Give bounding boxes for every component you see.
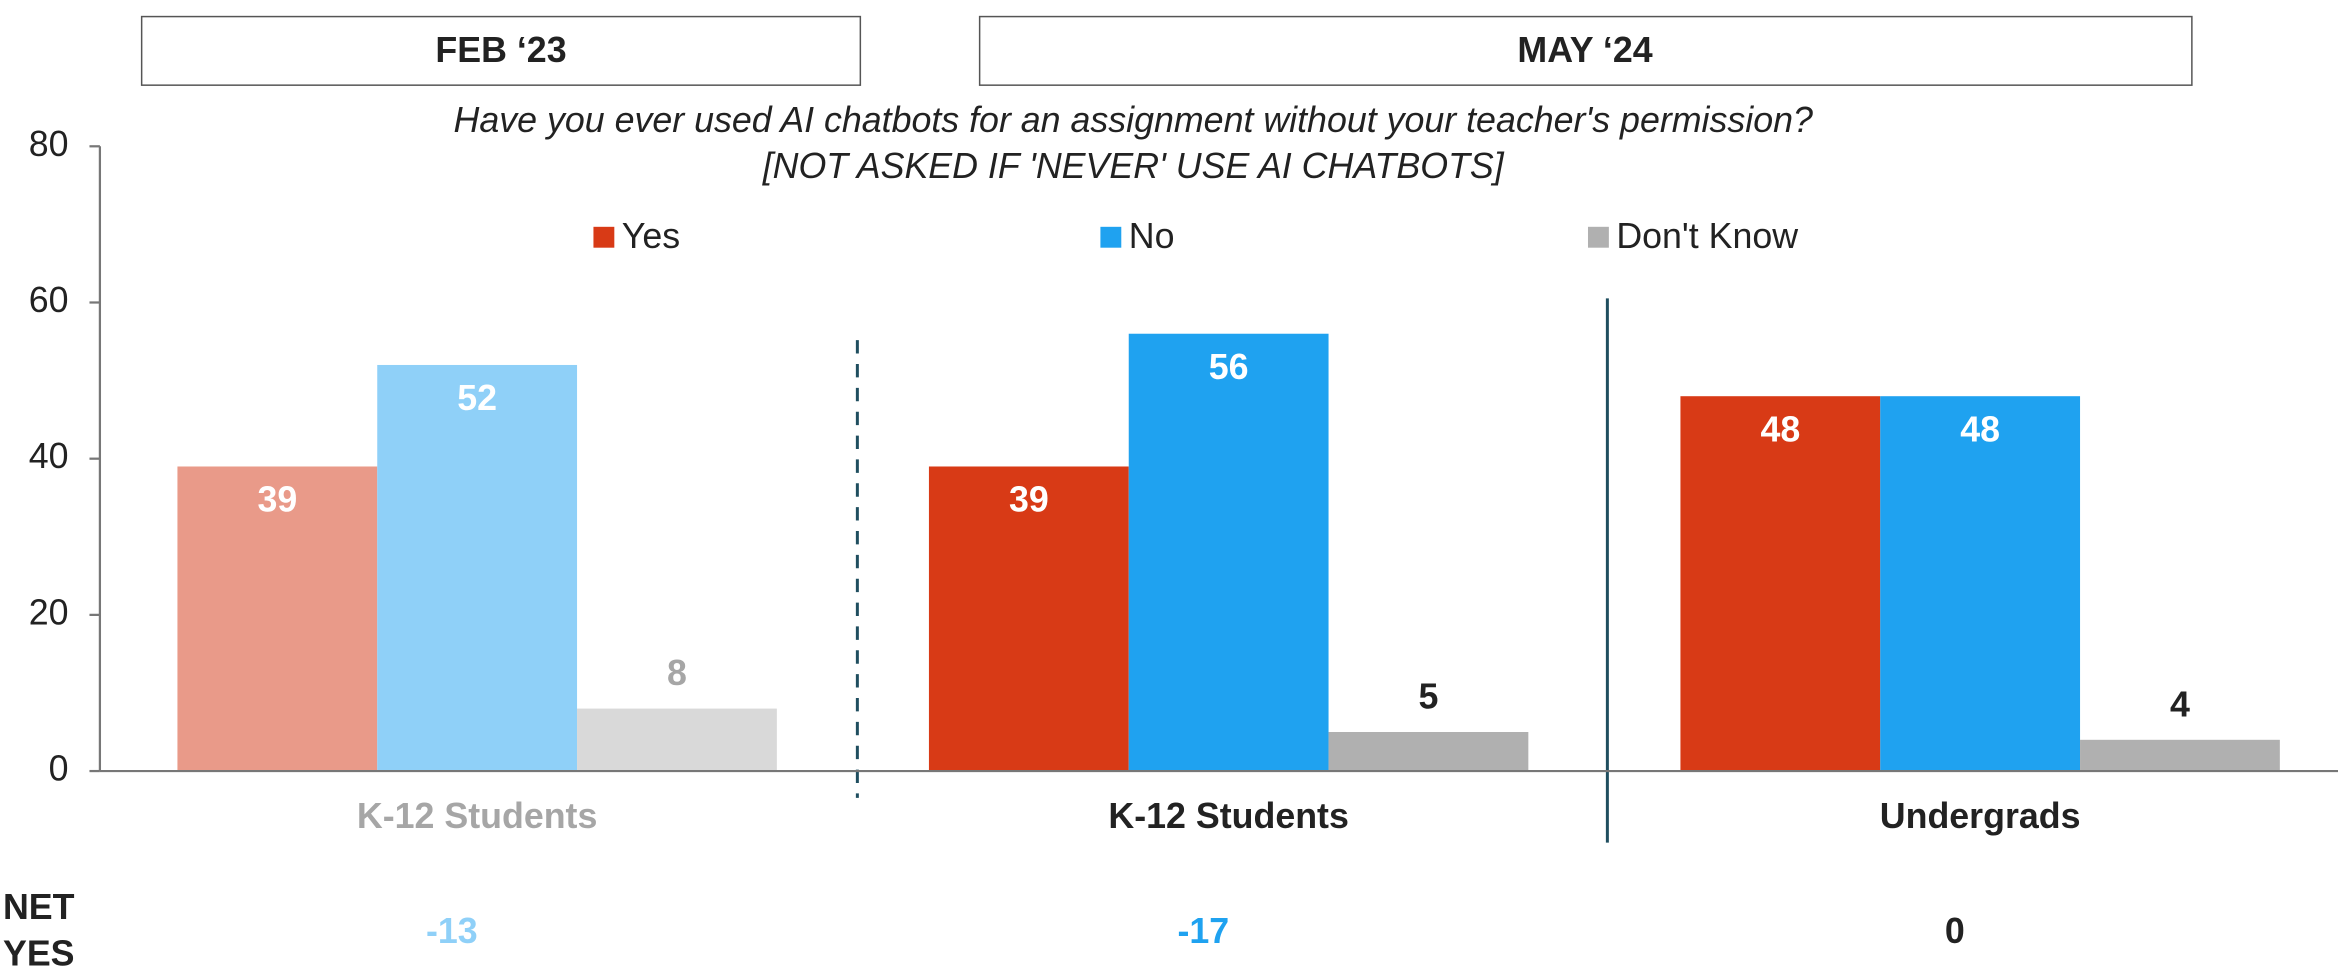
bar [1128,333,1329,772]
value-label: 52 [457,378,497,418]
bar [1880,396,2081,772]
value-label: 48 [1960,409,2000,449]
period-label: MAY ‘24 [1517,30,1652,70]
x-tick-label: K-12 Students [357,796,597,836]
period-box [978,15,2193,86]
y-tick-label: 0 [49,749,69,789]
bar [177,466,378,772]
period-label: FEB ‘23 [435,30,566,70]
legend-swatch [593,226,615,248]
value-label: 8 [667,653,687,693]
bar [377,364,578,772]
x-tick-label: Undergrads [1880,796,2081,836]
value-label: 4 [2170,684,2190,724]
value-label: 48 [1760,409,1800,449]
net-value: 0 [1945,911,1965,951]
x-tick-label: K-12 Students [1108,796,1348,836]
y-tick-label: 80 [29,124,69,164]
y-tick-label: 20 [29,592,69,632]
net-value: -17 [1177,911,1229,951]
legend-label: Yes [622,216,680,256]
value-label: 39 [1009,480,1049,520]
chart-title: Have you ever used AI chatbots for an as… [454,100,1813,140]
legend-swatch [1587,226,1609,248]
net-value: -13 [426,911,478,951]
value-label: 56 [1209,347,1249,387]
bar [1328,732,1529,772]
chart-title: [NOT ASKED IF 'NEVER' USE AI CHATBOTS] [762,146,1505,186]
net-label: NET [3,887,75,927]
bar [1680,396,1881,772]
y-tick-label: 60 [29,280,69,320]
bar [928,466,1129,772]
legend-label: No [1129,216,1175,256]
bar [577,708,777,772]
y-tick-label: 40 [29,436,69,476]
legend-swatch [1100,226,1122,248]
bar [2080,739,2280,772]
legend-label: Don't Know [1616,216,1798,256]
net-label: YES [3,933,75,973]
value-label: 5 [1418,677,1438,717]
period-box [140,15,862,86]
value-label: 39 [257,480,297,520]
